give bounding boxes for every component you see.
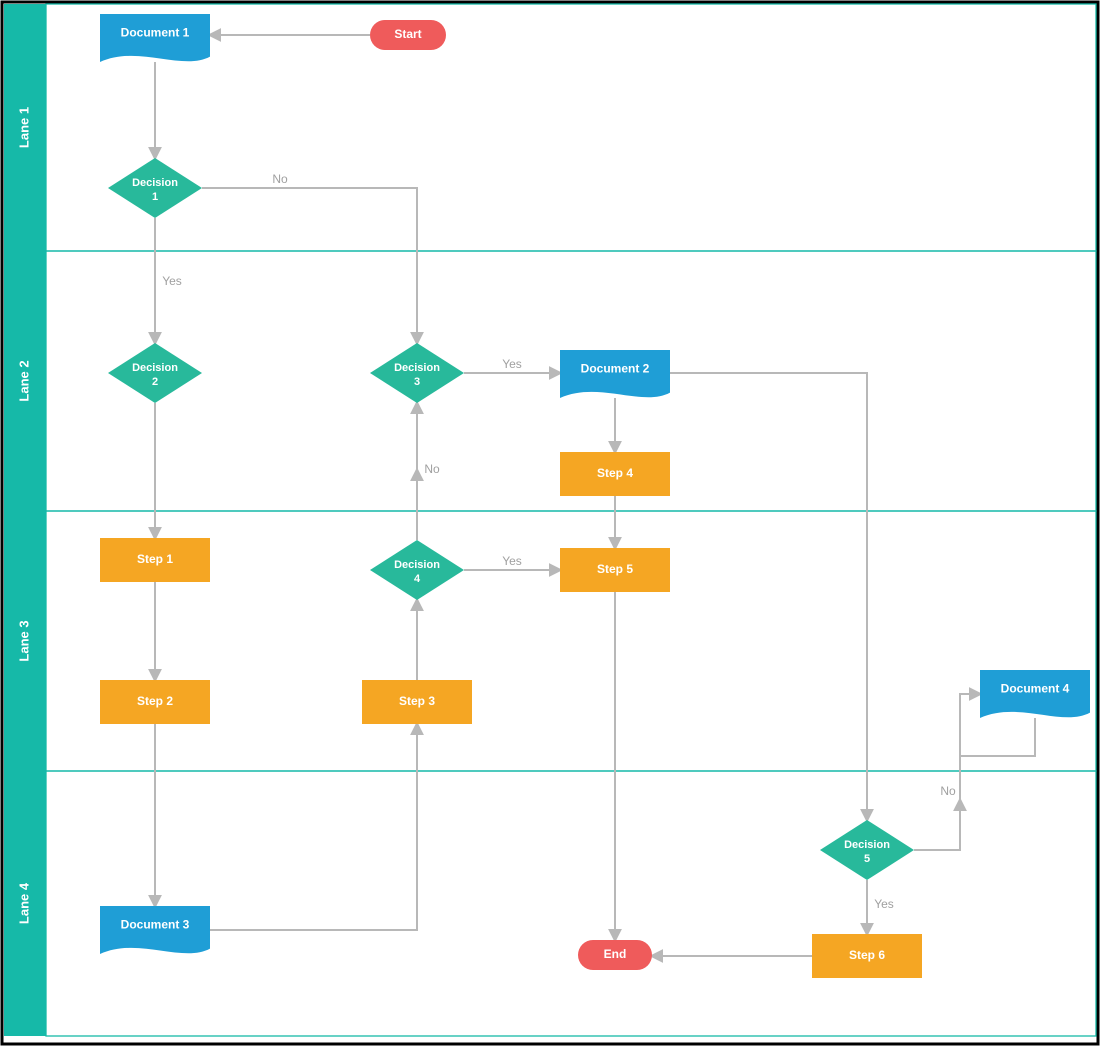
- edge: [914, 800, 960, 850]
- node-label: 1: [152, 191, 158, 203]
- node-label: Step 5: [597, 562, 633, 576]
- node-label: Step 1: [137, 552, 173, 566]
- node-label: Document 1: [121, 25, 190, 39]
- swimlane-flowchart: Lane 1 Lane 2 Lane 3 Lane 4 No Yes Yes No Yes Yes…: [0, 0, 1100, 1050]
- edge-label: No: [424, 462, 440, 476]
- lane-label: Lane 4: [16, 882, 31, 924]
- node-label: 5: [864, 853, 870, 865]
- edge: [670, 373, 867, 820]
- node-label: Step 2: [137, 694, 173, 708]
- edge: [960, 718, 1035, 756]
- node-label: Step 4: [597, 466, 633, 480]
- edge-label: Yes: [162, 274, 182, 288]
- node-label: End: [604, 947, 627, 961]
- node-label: 2: [152, 376, 158, 388]
- edge: [202, 188, 417, 343]
- node-label: Decision: [394, 559, 440, 571]
- node-label: Decision: [132, 177, 178, 189]
- node-label: Document 4: [1001, 681, 1070, 695]
- node-label: Step 3: [399, 694, 435, 708]
- edge: [960, 694, 980, 800]
- edge-label: Yes: [502, 357, 522, 371]
- edge-label: No: [272, 172, 288, 186]
- node-label: 3: [414, 376, 420, 388]
- edge-label: Yes: [502, 554, 522, 568]
- node-label: Document 2: [581, 361, 650, 375]
- lane-label: Lane 2: [16, 360, 31, 401]
- node-label: Decision: [132, 362, 178, 374]
- node-label: Decision: [844, 839, 890, 851]
- lane-label: Lane 3: [16, 620, 31, 661]
- node-label: Decision: [394, 362, 440, 374]
- node-label: 4: [414, 573, 421, 585]
- node-label: Start: [394, 27, 421, 41]
- edge-label: No: [940, 784, 956, 798]
- node-label: Step 6: [849, 948, 885, 962]
- node-label: Document 3: [121, 917, 190, 931]
- edge-label: Yes: [874, 897, 894, 911]
- lane-label: Lane 1: [16, 107, 31, 148]
- edge: [210, 724, 417, 930]
